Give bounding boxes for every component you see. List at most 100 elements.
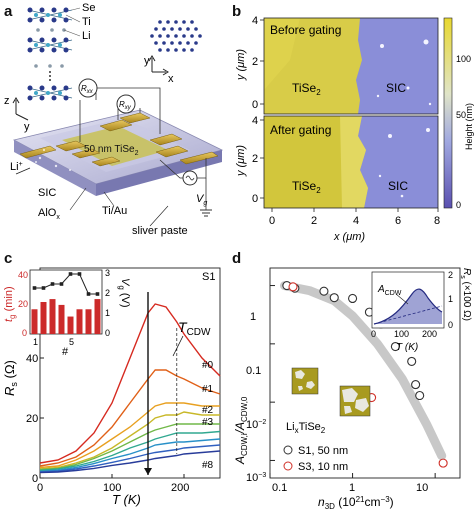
legend-marker-s1 xyxy=(283,445,293,455)
panel-b-afm: Before gating TiSe2 SIC After gating TiS… xyxy=(235,15,474,243)
inset-rt-3: 3 xyxy=(105,268,110,278)
sic-label: SIC xyxy=(38,187,56,199)
afm-xtick-6: 6 xyxy=(395,215,401,227)
cbar-tick-50: 50 xyxy=(456,110,466,120)
axis-y-left: y xyxy=(24,121,30,133)
lixtise2-micrograph-1 xyxy=(291,367,319,395)
d-inset-xt-200: 200 xyxy=(422,329,437,339)
panel-a-schematic: Se Ti Li y x z y xyxy=(4,2,224,237)
afm-bot-ylabel: y (μm) xyxy=(235,145,247,177)
crystal-stack: Se Ti Li xyxy=(27,2,95,101)
afm-top-ytick-4: 4 xyxy=(252,15,258,27)
rs-curve-1 xyxy=(39,369,221,467)
afm-top-ytick-0: 0 xyxy=(252,99,258,111)
inset-bar-4 xyxy=(58,304,65,334)
height-colorbar xyxy=(443,17,453,209)
panel-c-chart: S1 TCDW #0 #1 #2 #3 #8 Rs (Ω) T (K) 0 20… xyxy=(2,267,221,507)
inset-bar-8 xyxy=(94,299,101,334)
sic-label-bottom: SIC xyxy=(388,179,408,193)
inset-bar-6 xyxy=(76,309,83,334)
inset-vg-point-2 xyxy=(41,286,46,290)
d-inset-xlabel: T (K) xyxy=(396,342,418,353)
legend-s3: S3, 10 nm xyxy=(298,461,348,473)
inset-bar-2 xyxy=(40,302,47,334)
panel-c-inset-marks xyxy=(31,272,101,334)
c-ytick-40: 40 xyxy=(26,353,38,365)
afm-after-image xyxy=(263,115,439,209)
xy-axes-icon xyxy=(148,55,169,76)
afm-xlabel: x (μm) xyxy=(333,231,365,243)
top-view-lattice xyxy=(150,20,202,52)
afm-bot-ytick-2: 2 xyxy=(252,153,258,165)
d-inset-rt-0: 0 xyxy=(448,320,453,330)
panel-d-xlabel: n3D (1021cm−3) xyxy=(318,495,394,511)
point-s1-8 xyxy=(407,356,417,366)
cbar-tick-0: 0 xyxy=(456,200,461,210)
cbar-tick-100: 100 xyxy=(456,54,471,64)
axis-y-top: y xyxy=(144,55,150,67)
tcdw-label: TCDW xyxy=(178,319,211,338)
ground-icon xyxy=(200,209,212,217)
lixtise2-label: LixTiSe2 xyxy=(286,421,326,435)
panel-c-ylabel: Rs (Ω) xyxy=(2,360,19,396)
inset-left-ylabel: tg (min) xyxy=(3,286,17,322)
legend-marker-s3 xyxy=(283,461,293,471)
inset-xt-5: 5 xyxy=(69,337,74,347)
inset-vg-point-4 xyxy=(59,282,64,286)
c-ytick-20: 20 xyxy=(26,413,38,425)
colorbar-label: Height (nm) xyxy=(464,103,474,150)
afm-xtick-2: 2 xyxy=(311,215,317,227)
tise2-label-bottom: TiSe2 xyxy=(292,179,321,195)
lixtise2-micrograph-2 xyxy=(339,385,371,417)
inset-lt-0: 0 xyxy=(22,328,27,338)
inset-bar-5 xyxy=(67,316,74,334)
point-s1-3 xyxy=(329,293,339,303)
inset-rt-0: 0 xyxy=(105,328,110,338)
curve-label-8: #8 xyxy=(202,460,214,471)
atom-label-li: Li xyxy=(82,30,91,42)
panel-c-xlabel: T (K) xyxy=(112,492,141,507)
rxy-meter xyxy=(116,94,136,114)
panel-d-inset xyxy=(371,271,445,329)
point-s1-9 xyxy=(411,380,421,390)
curve-label-1: #1 xyxy=(202,384,214,395)
d-inset-ylabel: Rs (×100 Ω) xyxy=(459,268,472,321)
tise2-film xyxy=(62,126,168,166)
gold-electrodes xyxy=(19,112,219,167)
inset-vg-point-1 xyxy=(32,286,37,290)
inset-vg-point-7 xyxy=(86,292,91,296)
afm-top-ylabel: y (μm) xyxy=(235,49,247,81)
sic-label-top: SIC xyxy=(386,81,406,95)
doping-arrow xyxy=(144,292,178,475)
panel-label-b: b xyxy=(232,3,242,20)
curve-label-2: #2 xyxy=(202,405,214,416)
d-inset-rt-1: 1 xyxy=(448,294,453,304)
afm-y-ticks xyxy=(260,19,439,212)
atom-label-ti: Ti xyxy=(82,16,91,28)
inset-rt-1: 1 xyxy=(105,308,110,318)
inset-lt-20: 20 xyxy=(18,299,28,309)
vg-label: Vg xyxy=(196,193,207,207)
d-ytick-1: 1 xyxy=(250,311,256,323)
inset-xlabel: # xyxy=(62,346,69,358)
inset-xt-1: 1 xyxy=(33,337,38,347)
afm-bot-ytick-4: 4 xyxy=(252,115,258,127)
panel-label-a: a xyxy=(4,3,13,20)
inset-vg-point-3 xyxy=(50,282,55,286)
d-inset-xt-100: 100 xyxy=(394,329,409,339)
c-xtick-0: 0 xyxy=(37,482,43,494)
curve-label-3: #3 xyxy=(202,417,214,428)
tiau-label: Ti/Au xyxy=(102,205,127,217)
inset-bar-7 xyxy=(85,309,92,334)
point-s1-7 xyxy=(390,341,400,352)
axis-z-left: z xyxy=(4,95,10,107)
film-label: 50 nm TiSe2 xyxy=(84,144,139,157)
point-s1-10 xyxy=(415,390,425,401)
point-s3-0 xyxy=(288,282,298,292)
inset-vg-point-5 xyxy=(68,272,73,276)
panel-d-ylabel: ACDW,i/ACDW,0 xyxy=(233,396,249,465)
panel-c-ticks xyxy=(39,357,185,479)
point-s1-4 xyxy=(348,293,358,304)
d-inset-rt-2: 2 xyxy=(448,270,453,280)
panel-label-d: d xyxy=(232,250,242,267)
